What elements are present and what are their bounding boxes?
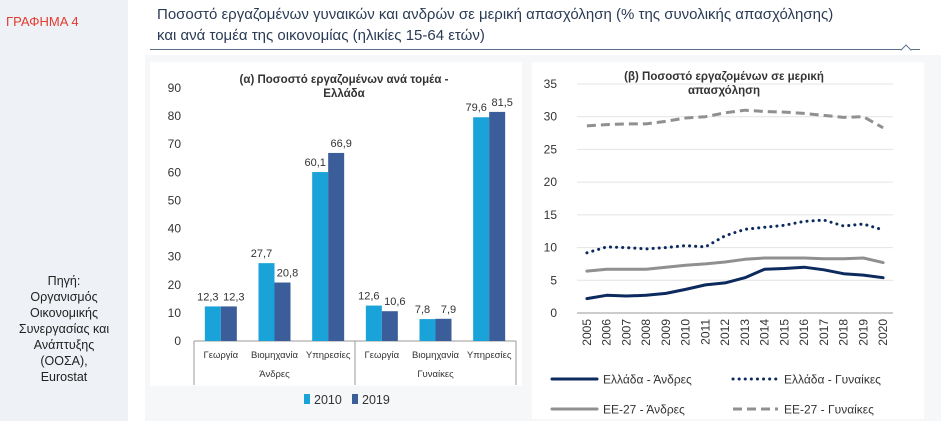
bar: [328, 152, 345, 341]
y-tick-label: 10: [168, 306, 182, 320]
bar: [258, 263, 275, 341]
data-label: 10,6: [384, 296, 405, 308]
figure-label: ΓΡΑΦΗΜΑ 4: [6, 14, 79, 29]
legend-label: ΕΕ-27 - Γυναίκες: [784, 403, 874, 417]
bar: [220, 306, 237, 341]
category-label: Βιομηχανία: [412, 350, 460, 361]
legend-swatch: [304, 394, 310, 404]
y-tick-label: 30: [544, 110, 558, 124]
x-tick-label: 2017: [817, 319, 831, 346]
x-tick-label: 2018: [837, 319, 851, 346]
data-label: 7,9: [441, 304, 456, 316]
x-tick-label: 2015: [777, 319, 791, 346]
series-line: [585, 256, 885, 273]
legend-label: 2010: [314, 393, 342, 407]
y-tick-label: 0: [550, 306, 557, 320]
x-tick-label: 2006: [600, 319, 614, 346]
figure-title: Ποσοστό εργαζομένων γυναικών και ανδρών …: [157, 6, 834, 44]
category-label: Γεωργία: [365, 350, 400, 361]
data-label: 66,9: [330, 138, 351, 150]
legend-label: Ελλάδα - Άνδρες: [603, 373, 692, 387]
group-label: Άνδρες: [259, 369, 290, 380]
x-tick-label: 2013: [738, 319, 752, 346]
x-tick-label: 2007: [619, 319, 633, 346]
x-tick-label: 2016: [797, 319, 811, 346]
y-tick-label: 20: [544, 175, 558, 189]
bar: [489, 111, 506, 342]
data-label: 20,8: [277, 268, 298, 280]
y-tick-label: 15: [544, 208, 558, 222]
x-tick-label: 2010: [679, 319, 693, 346]
legend-swatch: [352, 394, 358, 404]
bar: [312, 172, 329, 341]
series-line: [585, 265, 885, 301]
legend-label: Ελλάδα - Γυναίκες: [784, 373, 881, 387]
bar: [274, 282, 291, 341]
y-tick-label: 25: [544, 142, 558, 156]
series-line: [586, 108, 884, 130]
bar: [204, 306, 221, 341]
bar: [419, 319, 436, 341]
category-label: Υπηρεσίες: [306, 350, 351, 361]
x-tick-label: 2012: [718, 319, 732, 346]
data-label: 81,5: [491, 97, 512, 109]
y-tick-label: 20: [168, 278, 182, 292]
category-label: Γεωργία: [204, 350, 239, 361]
bar: [381, 311, 398, 341]
data-label: 27,7: [251, 248, 272, 260]
y-tick-label: 0: [174, 334, 181, 348]
y-tick-label: 30: [168, 250, 182, 264]
y-tick-label: 10: [544, 241, 558, 255]
x-tick-label: 2009: [659, 319, 673, 346]
data-label: 12,6: [358, 291, 379, 303]
category-label: Υπηρεσίες: [467, 350, 512, 361]
series-line: [585, 218, 885, 255]
chart-b-title: (β) Ποσοστό εργαζομένων σε μερική: [624, 71, 824, 83]
data-label: 12,3: [197, 291, 218, 303]
chart-a-title: Ελλάδα: [323, 88, 364, 100]
data-label: 79,6: [465, 102, 486, 114]
chart-a-title: (α) Ποσοστό εργαζομένων ανά τομέα -: [240, 74, 449, 86]
group-label: Γυναίκες: [417, 369, 454, 380]
title-rule: [150, 49, 920, 50]
data-label: 60,1: [304, 157, 325, 169]
category-label: Βιομηχανία: [251, 350, 299, 361]
legend-label: 2019: [362, 393, 390, 407]
data-label: 7,8: [415, 304, 430, 316]
bar: [473, 117, 490, 341]
chart-b-frame: [532, 62, 924, 419]
bar: [365, 305, 382, 341]
y-tick-label: 60: [168, 165, 182, 179]
data-label: 12,3: [223, 291, 244, 303]
y-tick-label: 35: [544, 77, 558, 91]
chart-b-title: απασχόληση: [688, 85, 760, 97]
y-tick-label: 70: [168, 137, 182, 151]
y-tick-label: 40: [168, 222, 182, 236]
y-tick-label: 5: [550, 273, 557, 287]
legend-label: ΕΕ-27 - Άνδρες: [603, 403, 685, 417]
x-tick-label: 2014: [758, 319, 772, 346]
x-tick-label: 2008: [639, 319, 653, 346]
y-tick-label: 80: [168, 109, 182, 123]
y-tick-label: 90: [168, 81, 182, 95]
sidebar: [0, 0, 128, 421]
source-note: Πηγή: Οργανισμός Οικονομικής Συνεργασίας…: [18, 274, 110, 384]
x-tick-label: 2005: [580, 319, 594, 346]
x-tick-label: 2011: [698, 319, 712, 345]
y-tick-label: 50: [168, 193, 182, 207]
bar: [435, 318, 452, 341]
x-tick-label: 2020: [876, 319, 890, 346]
x-tick-label: 2019: [856, 319, 870, 346]
